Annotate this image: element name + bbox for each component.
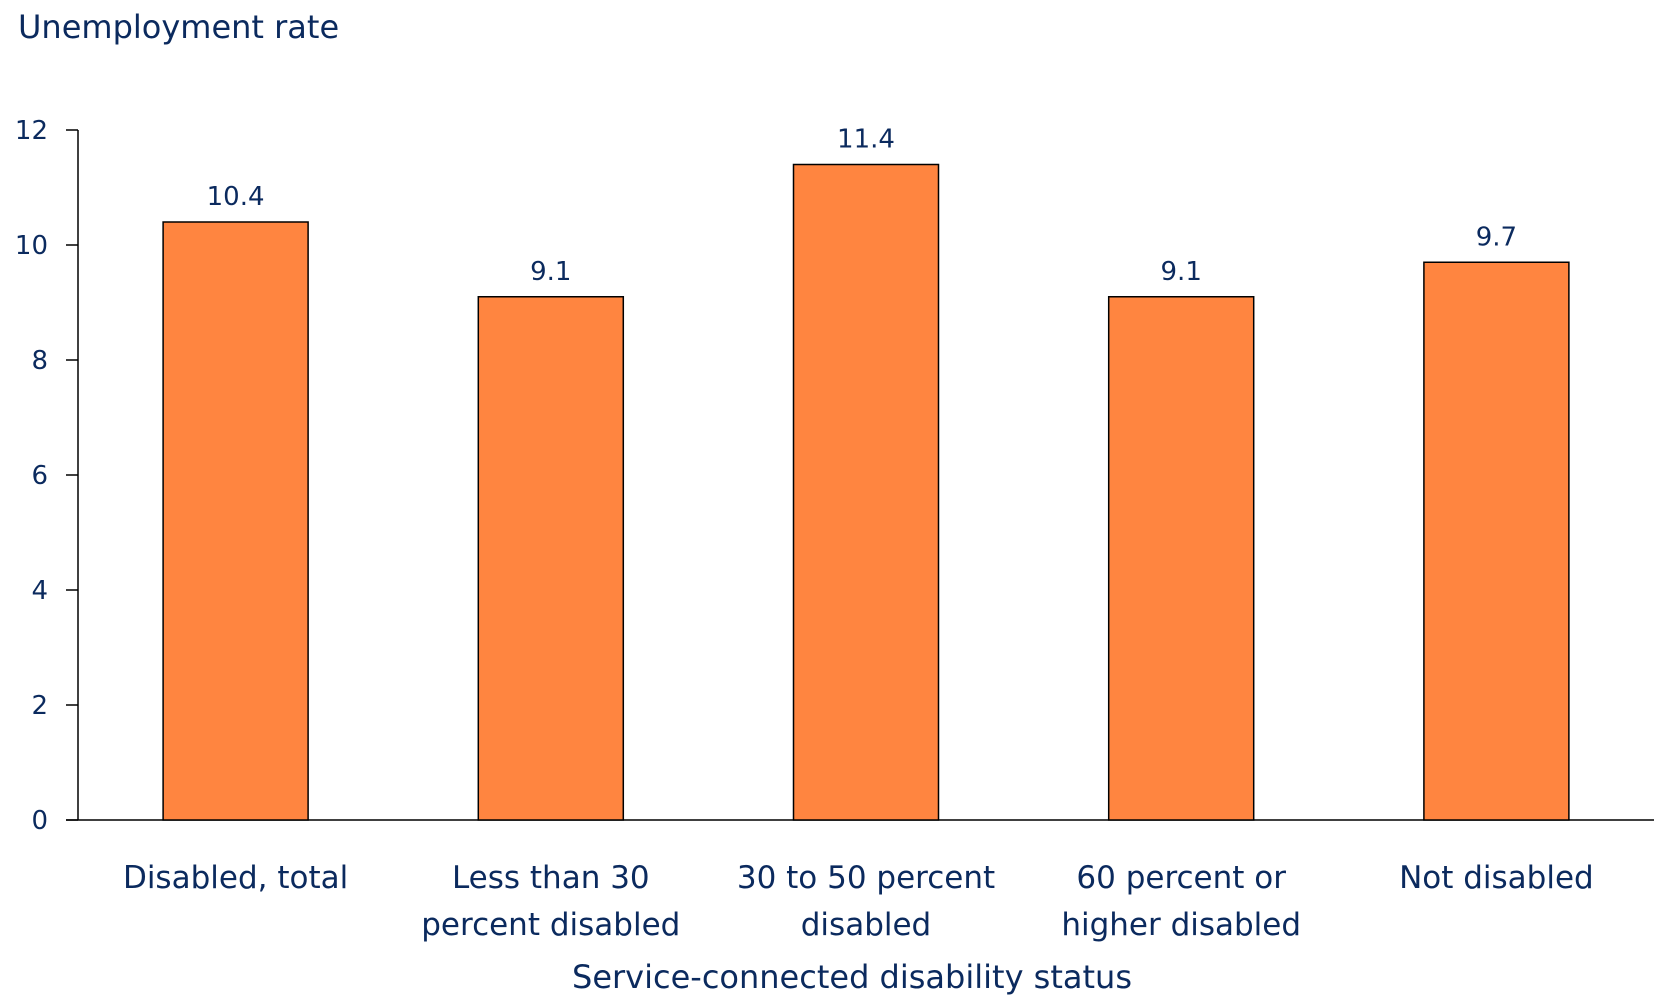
y-tick-label: 4	[31, 576, 48, 606]
bar	[1423, 261, 1570, 821]
category-label: Disabled, total	[123, 860, 348, 896]
bar-value-label: 9.1	[1161, 257, 1202, 287]
x-axis-title: Service-connected disability status	[572, 958, 1132, 996]
bar	[1107, 296, 1255, 821]
category-label: 60 percent or	[1076, 860, 1286, 896]
y-tick-label: 2	[31, 691, 48, 721]
bar	[792, 163, 940, 821]
category-label: 30 to 50 percent	[737, 860, 995, 896]
bars	[162, 163, 1570, 821]
bar-value-label: 9.7	[1476, 222, 1517, 252]
y-tick-label: 8	[31, 346, 48, 376]
y-tick-label: 0	[31, 806, 48, 836]
data-labels: 10.4 9.1 11.4 9.1 9.7	[207, 125, 1517, 287]
category-label: higher disabled	[1061, 907, 1301, 943]
bar-value-label: 11.4	[837, 125, 895, 155]
bar-value-label: 10.4	[207, 182, 265, 212]
y-axis-title: Unemployment rate	[18, 8, 339, 46]
category-label: percent disabled	[421, 907, 680, 943]
category-label: Less than 30	[452, 860, 650, 896]
category-label: disabled	[801, 907, 931, 943]
y-axis-ticks: 0 2 4 6 8 10 12	[15, 116, 78, 836]
y-tick-label: 12	[15, 116, 48, 146]
category-labels: Disabled, total Less than 30 percent disab…	[123, 860, 1594, 943]
bar	[162, 221, 309, 821]
bar-value-label: 9.1	[530, 257, 571, 287]
category-label: Not disabled	[1399, 860, 1594, 896]
y-tick-label: 6	[31, 461, 48, 491]
bar	[477, 296, 625, 821]
y-tick-label: 10	[15, 231, 48, 261]
